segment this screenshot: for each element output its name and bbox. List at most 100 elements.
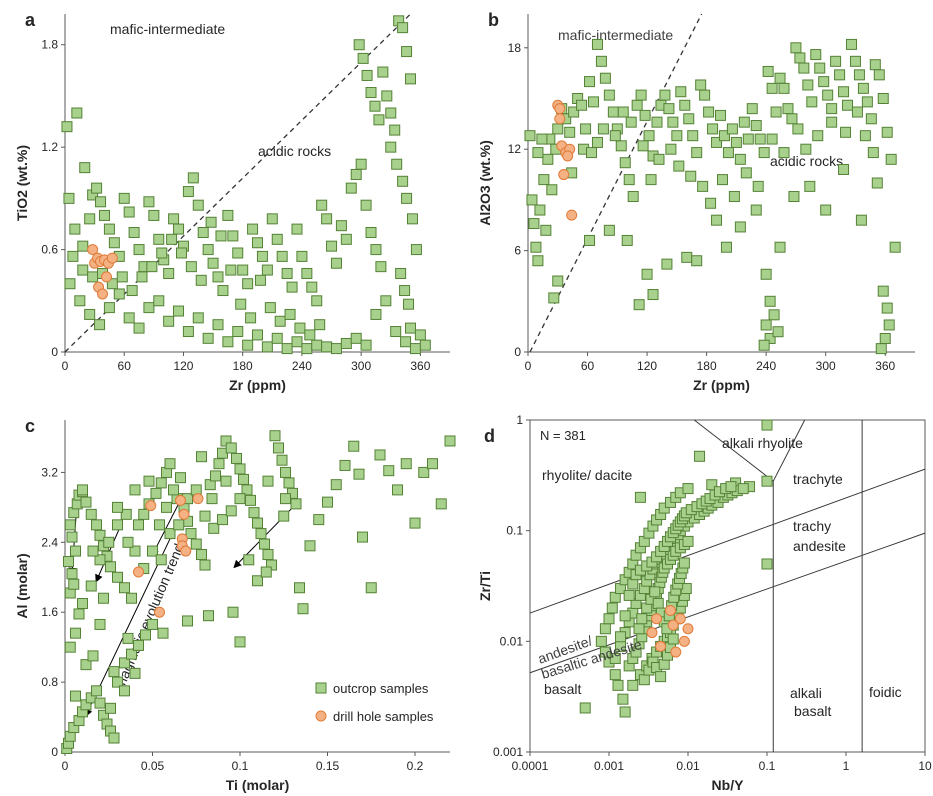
data-point-outcrop [234, 636, 246, 648]
x-tick-label: 0.001 [594, 759, 624, 773]
data-point-outcrop [681, 251, 693, 263]
data-point-outcrop [369, 100, 381, 112]
data-point-outcrop [370, 308, 382, 320]
panel-letter: b [488, 10, 499, 30]
data-point-outcrop [94, 618, 106, 630]
data-point-outcrop [283, 477, 295, 489]
data-point-outcrop [77, 264, 89, 276]
data-point-outcrop [855, 214, 867, 226]
field-boundary-line [693, 419, 774, 482]
data-point-outcrop [128, 227, 140, 239]
y-tick-label: 2.4 [41, 535, 58, 549]
data-point-outcrop [335, 220, 347, 232]
data-point-outcrop [108, 666, 120, 678]
x-tick-label: 0.0001 [512, 759, 549, 773]
data-point-outcrop [64, 519, 76, 531]
x-axis-label: Ti (molar) [226, 777, 290, 793]
data-point-outcrop [653, 153, 665, 165]
data-point-outcrop [766, 82, 778, 94]
data-point-outcrop [205, 216, 217, 228]
data-point-outcrop [77, 240, 89, 252]
data-point-outcrop [84, 213, 96, 225]
data-point-outcrop [271, 233, 283, 245]
data-point-outcrop [182, 186, 194, 198]
data-point-outcrop [284, 308, 296, 320]
y-tick-label: 0.001 [493, 745, 523, 759]
data-point-outcrop [281, 343, 293, 355]
y-tick-label: 1.6 [41, 605, 58, 619]
data-point-outcrop [64, 641, 76, 653]
data-point-outcrop [112, 501, 123, 513]
data-point-outcrop [252, 237, 263, 249]
data-point-outcrop [877, 93, 889, 104]
data-point-outcrop [754, 133, 766, 145]
data-point-outcrop [79, 162, 91, 174]
data-point-outcrop [208, 522, 220, 534]
data-point-outcrop [235, 298, 247, 310]
data-point-outcrop [675, 86, 687, 98]
data-point-outcrop [591, 136, 603, 148]
data-point-outcrop [187, 172, 199, 184]
data-point-outcrop [261, 341, 273, 353]
x-tick-label: 60 [118, 359, 132, 373]
panel-letter: d [484, 426, 495, 446]
data-point-outcrop [584, 234, 596, 246]
data-point-outcrop [750, 120, 762, 132]
data-point-outcrop [87, 271, 99, 283]
data-point-outcrop [256, 250, 268, 262]
data-point-outcrop [173, 305, 185, 317]
data-point-outcrop [63, 192, 75, 204]
data-point-drill-hole [566, 209, 578, 221]
data-point-outcrop [321, 341, 333, 353]
data-point-outcrop [853, 69, 865, 81]
data-point-outcrop [885, 153, 897, 165]
data-point-outcrop [103, 302, 115, 314]
data-point-outcrop [217, 514, 228, 526]
field-label-alkali-basalt: alkali [790, 685, 822, 701]
annotation-mafic-intermediate: mafic-intermediate [110, 21, 225, 37]
data-point-outcrop [146, 261, 158, 273]
data-point-outcrop [66, 568, 78, 580]
data-point-outcrop [695, 79, 707, 91]
data-point-outcrop [112, 571, 123, 583]
data-point-outcrop [339, 459, 351, 471]
data-point-outcrop [297, 603, 309, 615]
data-point-outcrop [633, 299, 645, 311]
x-tick-label: 180 [697, 359, 717, 373]
data-point-outcrop [579, 702, 591, 714]
data-point-outcrop [365, 582, 377, 594]
data-point-outcrop [161, 501, 172, 513]
y-tick-label: 18 [508, 41, 522, 55]
panel-letter: c [25, 416, 35, 436]
data-point-outcrop [397, 175, 409, 187]
x-tick-label: 120 [173, 359, 193, 373]
data-point-outcrop [694, 450, 706, 462]
data-point-outcrop [98, 209, 110, 221]
data-point-outcrop [262, 475, 274, 487]
data-point-outcrop [94, 554, 106, 566]
field-label-trachyte: trachyte [793, 471, 843, 487]
y-tick-label: 0.01 [500, 634, 524, 648]
data-point-outcrop [294, 322, 306, 334]
data-point-outcrop [627, 191, 639, 203]
data-point-outcrop [758, 147, 770, 159]
data-point-outcrop [280, 493, 291, 505]
data-point-outcrop [350, 168, 362, 180]
data-point-outcrop [119, 685, 130, 697]
data-point-outcrop [764, 295, 776, 307]
data-point-outcrop [889, 241, 901, 253]
data-point-outcrop [94, 697, 106, 709]
data-point-drill-hole [646, 627, 658, 639]
data-point-outcrop [91, 182, 103, 194]
data-point-outcrop [526, 194, 538, 206]
data-point-outcrop [148, 209, 160, 221]
data-point-outcrop [259, 538, 270, 550]
x-tick-label: 0.15 [316, 759, 340, 773]
data-point-outcrop [812, 130, 824, 142]
data-point-outcrop [597, 123, 609, 135]
data-point-outcrop [400, 336, 412, 348]
data-point-outcrop [175, 472, 186, 484]
data-point-outcrop [85, 580, 97, 592]
data-point-outcrop [580, 123, 592, 135]
